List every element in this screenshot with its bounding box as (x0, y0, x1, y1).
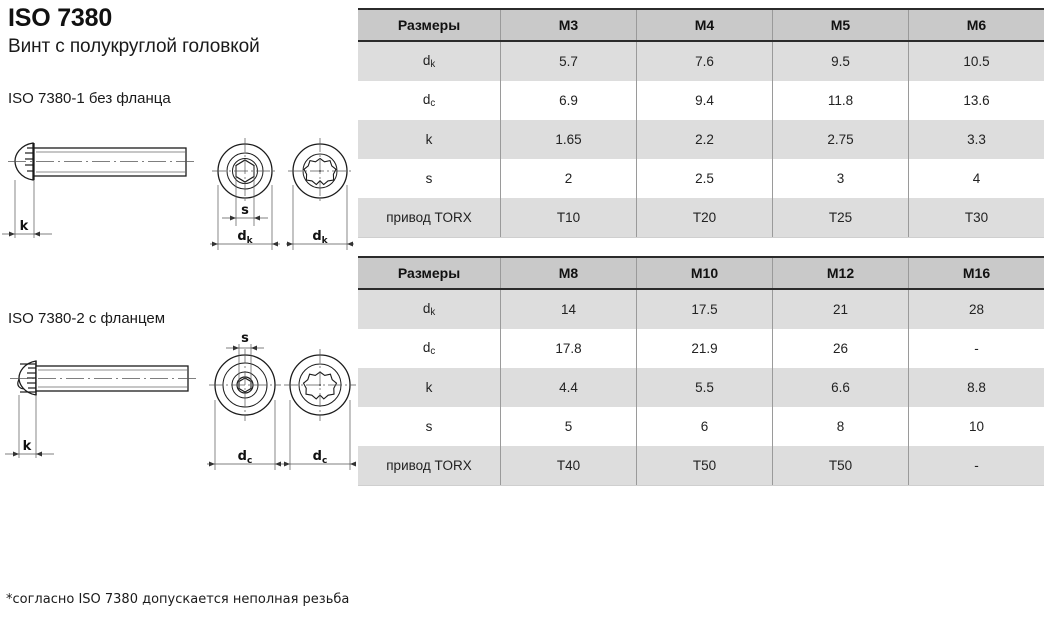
cell-s-m6: 4 (908, 159, 1044, 198)
subscript-k: k (430, 307, 436, 319)
cell-dk-m6: 10.5 (908, 41, 1044, 81)
row-label-dk: dk (358, 289, 501, 329)
column-header-m8: M8 (500, 256, 637, 290)
svg-text:s: s (241, 331, 249, 346)
cell-s-m8: 5 (500, 407, 637, 446)
cell-k-m10: 5.5 (636, 368, 773, 407)
table-row: s 5 6 8 10 (358, 407, 1044, 446)
dimensions-table-m8-m16: Размеры M8 M10 M12 M16 dk 14 17.5 21 28 … (358, 256, 1044, 486)
column-header-m10: M10 (636, 256, 773, 290)
row-label-s: s (358, 159, 501, 198)
page-title: ISO 7380 (8, 4, 113, 32)
svg-text:k: k (23, 439, 32, 454)
table-row: привод TORX T40 T50 T50 - (358, 446, 1044, 486)
cell-torx-m3: T10 (500, 198, 637, 238)
dimensions-table-m3-m6: Размеры M3 M4 M5 M6 dk 5.7 7.6 9.5 10.5 … (358, 8, 1044, 238)
row-label-s: s (358, 407, 501, 446)
cell-dk-m8: 14 (500, 289, 637, 329)
cell-s-m16: 10 (908, 407, 1044, 446)
section-heading-iso-7380-1: ISO 7380-1 без фланца (8, 90, 171, 107)
cell-dc-m3: 6.9 (500, 81, 637, 120)
cell-torx-m10: T50 (636, 446, 773, 486)
table-row: dk 5.7 7.6 9.5 10.5 (358, 41, 1044, 81)
column-header-m16: M16 (908, 256, 1044, 290)
cell-dc-m12: 26 (772, 329, 909, 368)
column-header-sizes: Размеры (358, 256, 501, 290)
cell-dk-m5: 9.5 (772, 41, 909, 81)
column-header-m4: M4 (636, 8, 773, 42)
cell-k-m8: 4.4 (500, 368, 637, 407)
drawing-iso-7380-1-without-flange: k s (0, 130, 358, 260)
cell-k-m16: 8.8 (908, 368, 1044, 407)
section-heading-iso-7380-2: ISO 7380-2 с фланцем (8, 310, 166, 327)
row-label-torx-drive: привод TORX (358, 198, 501, 238)
cell-dc-m8: 17.8 (500, 329, 637, 368)
table-row: dc 17.8 21.9 26 - (358, 329, 1044, 368)
row-label-torx-drive: привод TORX (358, 446, 501, 486)
cell-s-m12: 8 (772, 407, 909, 446)
table-row: dc 6.9 9.4 11.8 13.6 (358, 81, 1044, 120)
cell-torx-m8: T40 (500, 446, 637, 486)
cell-dc-m6: 13.6 (908, 81, 1044, 120)
column-header-m3: M3 (500, 8, 637, 42)
column-header-m12: M12 (772, 256, 909, 290)
cell-dk-m3: 5.7 (500, 41, 637, 81)
column-header-m5: M5 (772, 8, 909, 42)
row-label-k: k (358, 120, 501, 159)
cell-k-m3: 1.65 (500, 120, 637, 159)
cell-k-m6: 3.3 (908, 120, 1044, 159)
subscript-k: k (430, 59, 436, 71)
table-row: привод TORX T10 T20 T25 T30 (358, 198, 1044, 238)
cell-torx-m6: T30 (908, 198, 1044, 238)
svg-text:dk: dk (312, 229, 328, 246)
cell-torx-m16: - (908, 446, 1044, 486)
cell-s-m3: 2 (500, 159, 637, 198)
svg-text:dc: dc (238, 449, 253, 466)
cell-dk-m10: 17.5 (636, 289, 773, 329)
cell-k-m5: 2.75 (772, 120, 909, 159)
cell-k-m12: 6.6 (772, 368, 909, 407)
cell-torx-m12: T50 (772, 446, 909, 486)
subscript-c: c (430, 346, 436, 358)
svg-text:k: k (20, 219, 29, 234)
column-header-sizes: Размеры (358, 8, 501, 42)
subscript-c: c (430, 98, 436, 110)
table-header-row: Размеры M8 M10 M12 M16 (358, 256, 1044, 290)
cell-dc-m5: 11.8 (772, 81, 909, 120)
cell-dk-m16: 28 (908, 289, 1044, 329)
table-row: k 1.65 2.2 2.75 3.3 (358, 120, 1044, 159)
cell-s-m4: 2.5 (636, 159, 773, 198)
table-row: k 4.4 5.5 6.6 8.8 (358, 368, 1044, 407)
left-column: ISO 7380 Винт с полукруглой головкой ISO… (0, 0, 358, 624)
svg-text:dc: dc (313, 449, 328, 466)
cell-dc-m16: - (908, 329, 1044, 368)
table-header-row: Размеры M3 M4 M5 M6 (358, 8, 1044, 42)
svg-text:s: s (241, 203, 249, 218)
row-label-dc: dc (358, 329, 501, 368)
cell-s-m10: 6 (636, 407, 773, 446)
row-label-dk: dk (358, 41, 501, 81)
cell-dc-m4: 9.4 (636, 81, 773, 120)
cell-torx-m5: T25 (772, 198, 909, 238)
cell-dc-m10: 21.9 (636, 329, 773, 368)
drawing-iso-7380-2-with-flange: k s (0, 330, 358, 480)
svg-text:dk: dk (237, 229, 253, 246)
cell-s-m5: 3 (772, 159, 909, 198)
cell-k-m4: 2.2 (636, 120, 773, 159)
page-subtitle: Винт с полукруглой головкой (8, 36, 260, 57)
column-header-m6: M6 (908, 8, 1044, 42)
table-row: dk 14 17.5 21 28 (358, 289, 1044, 329)
row-label-dc: dc (358, 81, 501, 120)
cell-torx-m4: T20 (636, 198, 773, 238)
cell-dk-m12: 21 (772, 289, 909, 329)
table-row: s 2 2.5 3 4 (358, 159, 1044, 198)
row-label-k: k (358, 368, 501, 407)
footnote: *согласно ISO 7380 допускается неполная … (6, 592, 350, 607)
cell-dk-m4: 7.6 (636, 41, 773, 81)
